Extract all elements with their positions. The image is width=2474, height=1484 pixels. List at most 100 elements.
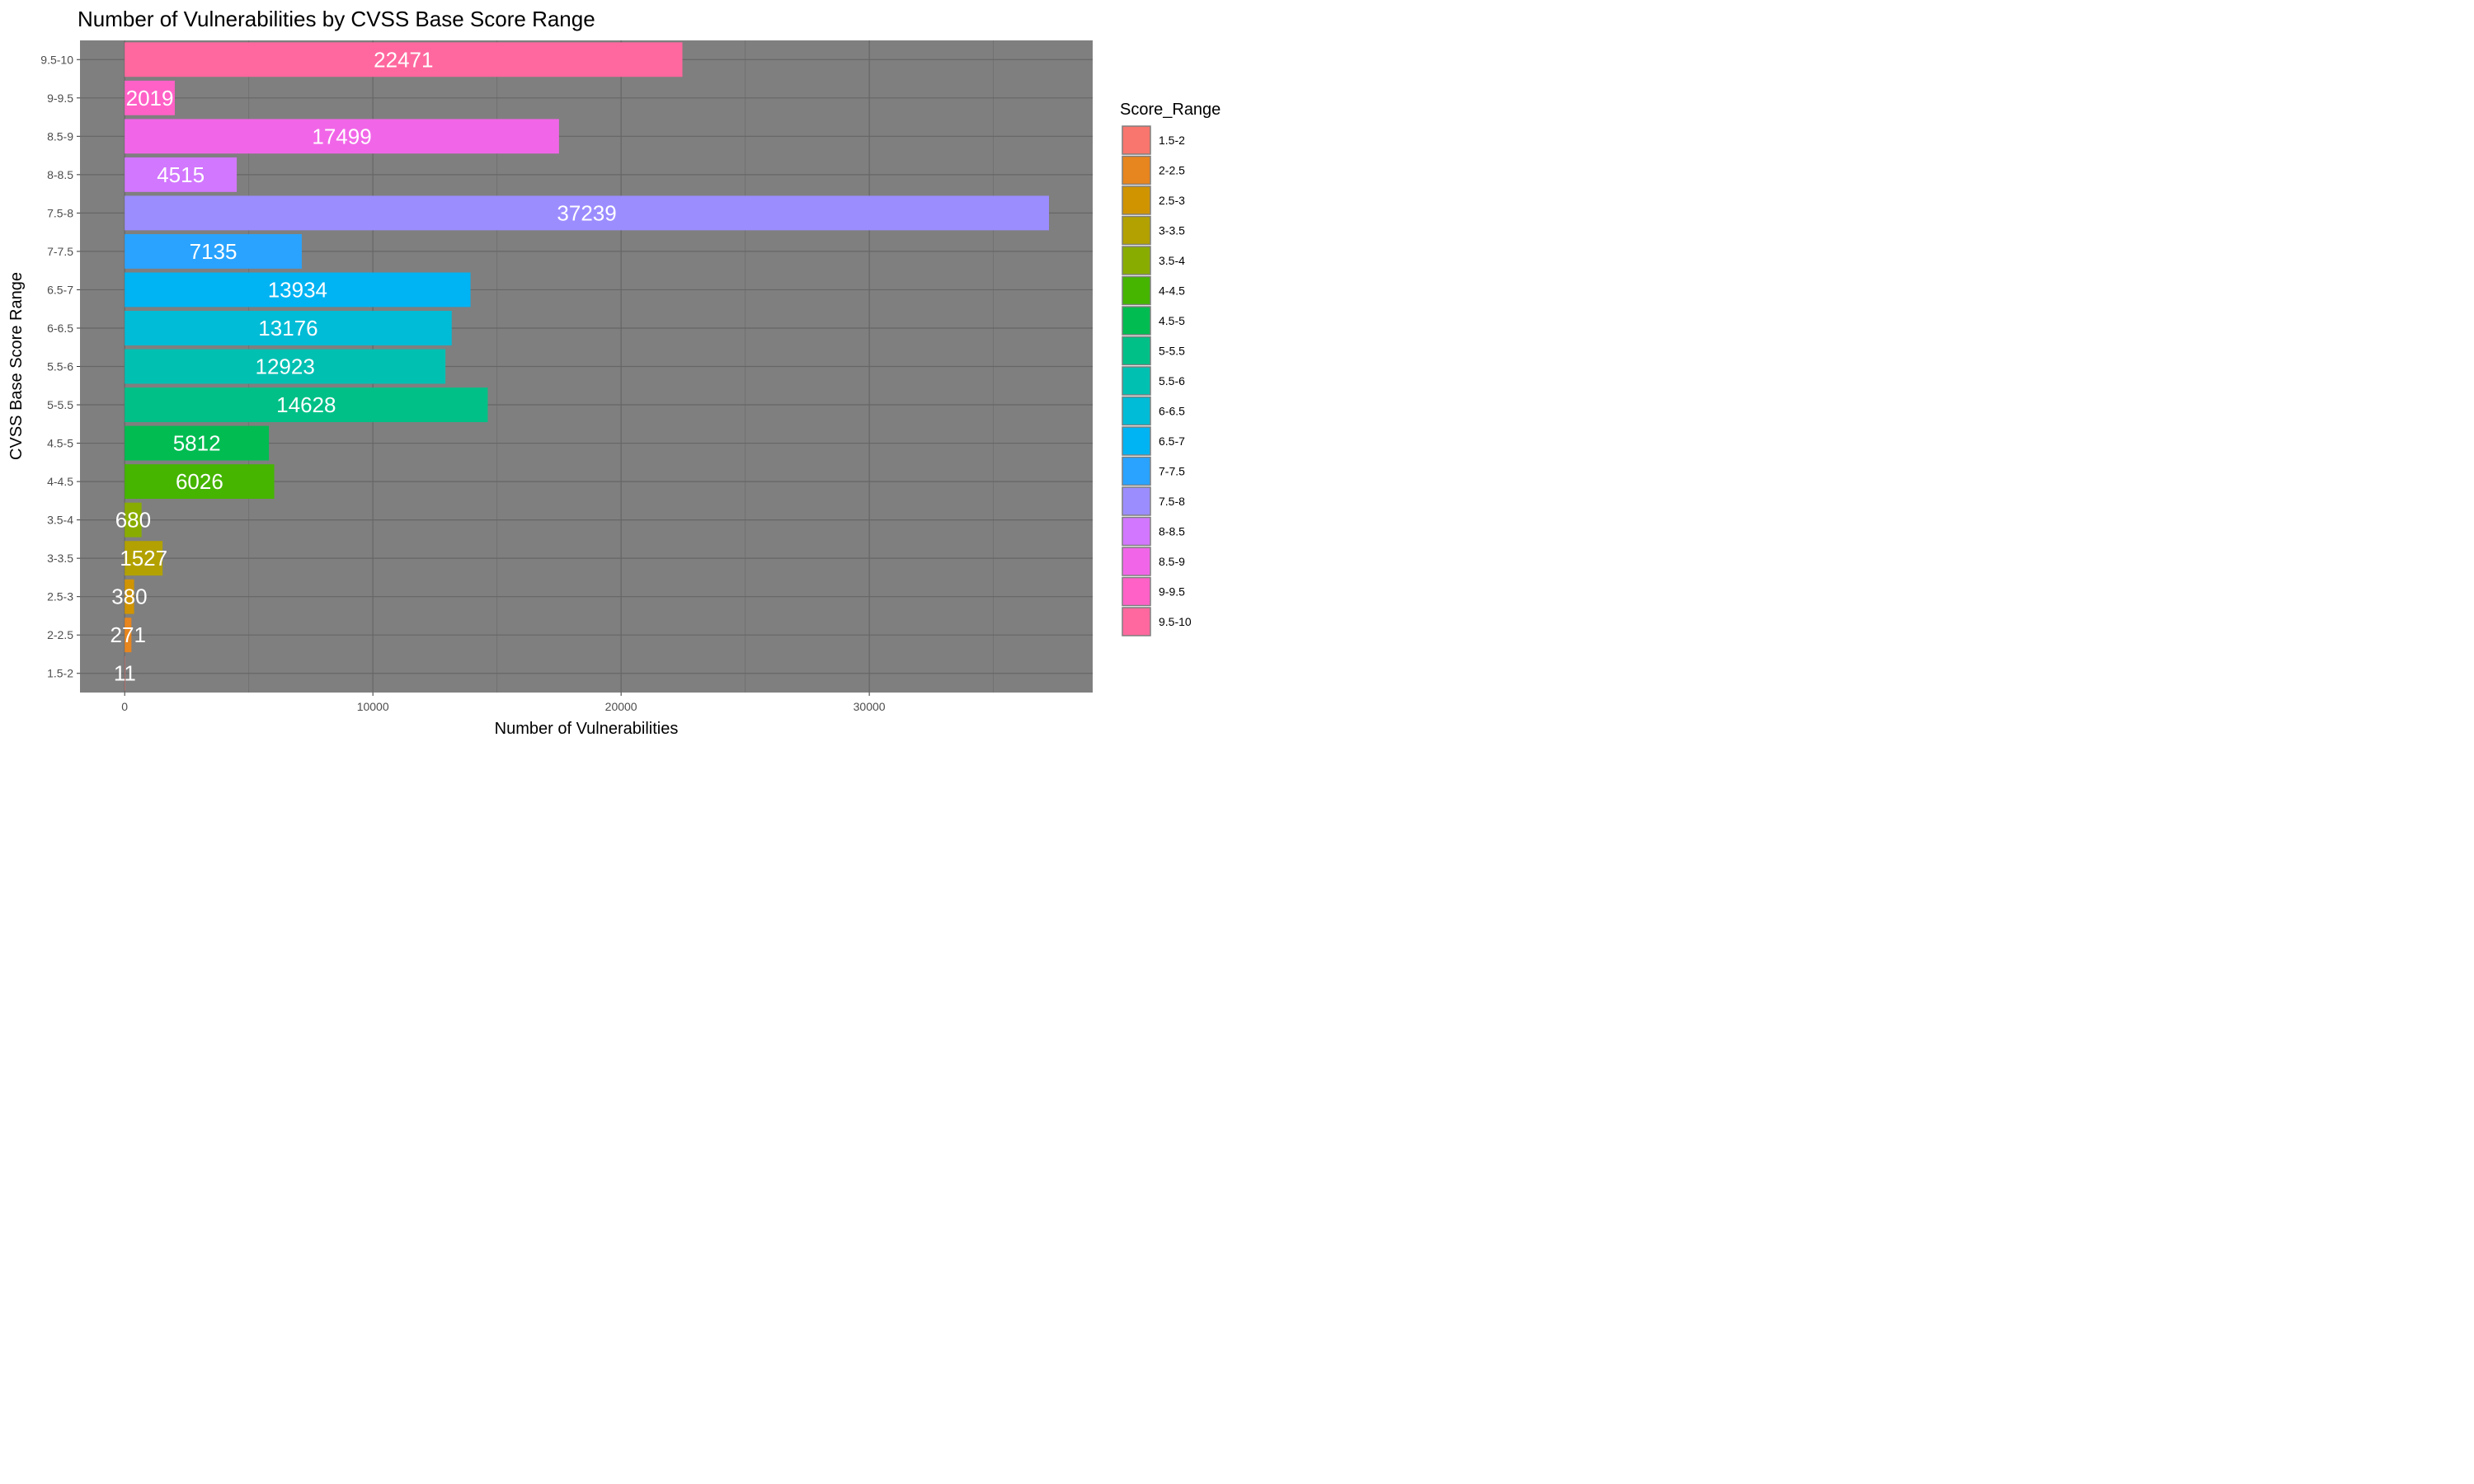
x-tick-label: 0 — [121, 700, 128, 713]
bar-labels: 11 271 380 1527 680 6026 5812 14628 12923 13176 13… — [111, 47, 617, 685]
bar — [125, 119, 559, 154]
legend-key — [1122, 336, 1151, 366]
legend-key — [1122, 426, 1151, 456]
bar — [125, 425, 270, 461]
bar-value-label: 12923 — [255, 355, 314, 379]
x-tick-label: 10000 — [357, 700, 389, 713]
bar-value-label: 13176 — [258, 316, 317, 340]
y-axis-title: CVSS Base Score Range — [7, 272, 26, 460]
legend-key — [1122, 186, 1151, 215]
legend-label: 5-5.5 — [1159, 345, 1185, 358]
y-tick-label: 5.5-6 — [47, 360, 73, 373]
bar-value-label: 37239 — [557, 200, 616, 225]
y-tick-label: 7.5-8 — [47, 206, 73, 219]
y-tick-label: 9.5-10 — [40, 53, 73, 66]
legend-label: 2.5-3 — [1159, 194, 1185, 207]
bar-value-label: 5812 — [173, 431, 221, 456]
bar-value-label: 380 — [111, 585, 147, 609]
y-tick-label: 4-4.5 — [47, 475, 73, 488]
y-tick-label: 5-5.5 — [47, 398, 73, 411]
legend-label: 9-9.5 — [1159, 585, 1185, 599]
y-tick-label: 9-9.5 — [47, 92, 73, 105]
legend-key — [1122, 155, 1151, 186]
bar — [125, 464, 275, 500]
y-tick-label: 3-3.5 — [47, 552, 73, 565]
y-tick-label: 2.5-3 — [47, 590, 73, 603]
bar — [125, 157, 238, 192]
bar-value-label: 11 — [114, 661, 136, 686]
bar — [125, 349, 446, 384]
bar — [125, 233, 302, 269]
legend-items: 1.5-2 2-2.5 2.5-3 3-3.5 3.5-4 4-4.5 4.5-5 5-5.5… — [1122, 125, 1192, 636]
y-tick-label: 4.5-5 — [47, 437, 73, 450]
legend-key — [1122, 306, 1151, 336]
y-tick-label: 8.5-9 — [47, 129, 73, 143]
legend-label: 6-6.5 — [1159, 405, 1185, 418]
bar-value-label: 13934 — [268, 277, 327, 302]
bar — [125, 387, 488, 422]
legend-key — [1122, 486, 1151, 516]
bar-value-label: 6026 — [176, 469, 223, 494]
x-axis-title: Number of Vulnerabilities — [495, 720, 679, 738]
bar-value-label: 1527 — [120, 546, 167, 571]
legend-key — [1122, 215, 1151, 246]
bar-value-label: 17499 — [312, 124, 371, 148]
x-tick-label: 30000 — [854, 700, 886, 713]
legend-key — [1122, 246, 1151, 275]
bar — [125, 80, 175, 115]
chart: Number of Vulnerabilities by CVSS Base S… — [7, 7, 1221, 738]
legend-key — [1122, 607, 1151, 636]
legend-label: 1.5-2 — [1159, 134, 1185, 147]
legend-label: 9.5-10 — [1159, 615, 1192, 628]
bar-value-label: 2019 — [126, 86, 174, 110]
bar-value-label: 4515 — [157, 162, 205, 187]
bar — [125, 311, 452, 345]
legend-key — [1122, 576, 1151, 607]
y-tick-label: 3.5-4 — [47, 514, 73, 527]
legend-label: 2-2.5 — [1159, 164, 1185, 177]
legend-label: 3.5-4 — [1159, 254, 1185, 267]
legend-label: 3-3.5 — [1159, 224, 1185, 237]
grid-lines — [80, 40, 1093, 693]
y-tick-label: 2-2.5 — [47, 628, 73, 641]
legend-label: 7-7.5 — [1159, 465, 1185, 478]
bar — [125, 618, 132, 653]
bar — [125, 42, 683, 77]
legend-key — [1122, 547, 1151, 576]
bars — [125, 42, 1049, 691]
bar-value-label: 7135 — [190, 239, 238, 264]
legend-key — [1122, 396, 1151, 426]
y-tick-label: 7-7.5 — [47, 245, 73, 258]
legend-label: 4-4.5 — [1159, 284, 1185, 298]
legend-key — [1122, 456, 1151, 486]
y-tick-label: 1.5-2 — [47, 667, 73, 680]
y-tick-label: 6-6.5 — [47, 322, 73, 335]
bar-value-label: 680 — [115, 508, 151, 533]
x-axis: 0 10000 20000 30000 — [121, 693, 886, 713]
y-tick-label: 8-8.5 — [47, 168, 73, 181]
legend-key — [1122, 516, 1151, 547]
legend-key — [1122, 366, 1151, 396]
legend-title: Score_Range — [1120, 101, 1221, 119]
legend-label: 8.5-9 — [1159, 555, 1185, 568]
legend-label: 4.5-5 — [1159, 314, 1185, 327]
legend-label: 5.5-6 — [1159, 374, 1185, 387]
legend-label: 7.5-8 — [1159, 495, 1185, 508]
bar-value-label: 22471 — [374, 47, 433, 72]
legend-label: 8-8.5 — [1159, 525, 1185, 538]
bar — [125, 541, 163, 576]
x-tick-label: 20000 — [605, 700, 637, 713]
bar-value-label: 271 — [111, 622, 146, 647]
legend-key — [1122, 125, 1151, 155]
legend: Score_Range 1.5-2 2-2.5 2.5-3 3-3.5 3.5-4 4-4… — [1120, 101, 1221, 636]
bar — [125, 502, 142, 538]
bar — [125, 579, 134, 614]
chart-title: Number of Vulnerabilities by CVSS Base S… — [78, 7, 595, 31]
y-tick-label: 6.5-7 — [47, 283, 73, 296]
bar-value-label: 14628 — [276, 392, 336, 417]
y-axis: 1.5-2 2-2.5 2.5-3 3-3.5 3.5-4 4-4.5 4.5-5 5-5.5… — [40, 53, 80, 680]
legend-label: 6.5-7 — [1159, 434, 1185, 448]
bar — [125, 272, 471, 308]
bar — [125, 195, 1049, 231]
legend-key — [1122, 275, 1151, 306]
